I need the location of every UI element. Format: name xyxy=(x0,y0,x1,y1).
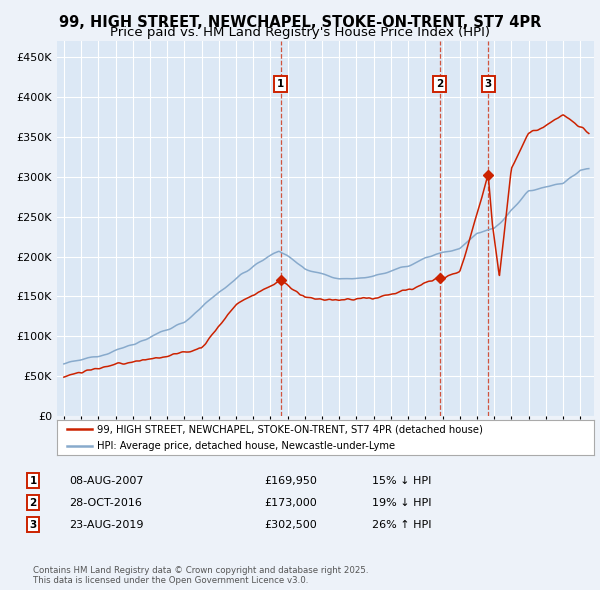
Text: £169,950: £169,950 xyxy=(264,476,317,486)
Text: 1: 1 xyxy=(29,476,37,486)
Text: 23-AUG-2019: 23-AUG-2019 xyxy=(69,520,143,529)
Text: Contains HM Land Registry data © Crown copyright and database right 2025.
This d: Contains HM Land Registry data © Crown c… xyxy=(33,566,368,585)
Text: 08-AUG-2007: 08-AUG-2007 xyxy=(69,476,143,486)
Text: 99, HIGH STREET, NEWCHAPEL, STOKE-ON-TRENT, ST7 4PR: 99, HIGH STREET, NEWCHAPEL, STOKE-ON-TRE… xyxy=(59,15,541,30)
Text: £302,500: £302,500 xyxy=(264,520,317,529)
Text: 28-OCT-2016: 28-OCT-2016 xyxy=(69,498,142,507)
Text: HPI: Average price, detached house, Newcastle-under-Lyme: HPI: Average price, detached house, Newc… xyxy=(97,441,395,451)
Text: 15% ↓ HPI: 15% ↓ HPI xyxy=(372,476,431,486)
Text: 26% ↑ HPI: 26% ↑ HPI xyxy=(372,520,431,529)
Text: £173,000: £173,000 xyxy=(264,498,317,507)
Text: 2: 2 xyxy=(29,498,37,507)
Text: 99, HIGH STREET, NEWCHAPEL, STOKE-ON-TRENT, ST7 4PR (detached house): 99, HIGH STREET, NEWCHAPEL, STOKE-ON-TRE… xyxy=(97,424,483,434)
Text: 3: 3 xyxy=(485,80,492,89)
Text: 1: 1 xyxy=(277,80,284,89)
Text: 2: 2 xyxy=(436,80,443,89)
Text: 3: 3 xyxy=(29,520,37,529)
Text: Price paid vs. HM Land Registry's House Price Index (HPI): Price paid vs. HM Land Registry's House … xyxy=(110,26,490,39)
Text: 19% ↓ HPI: 19% ↓ HPI xyxy=(372,498,431,507)
